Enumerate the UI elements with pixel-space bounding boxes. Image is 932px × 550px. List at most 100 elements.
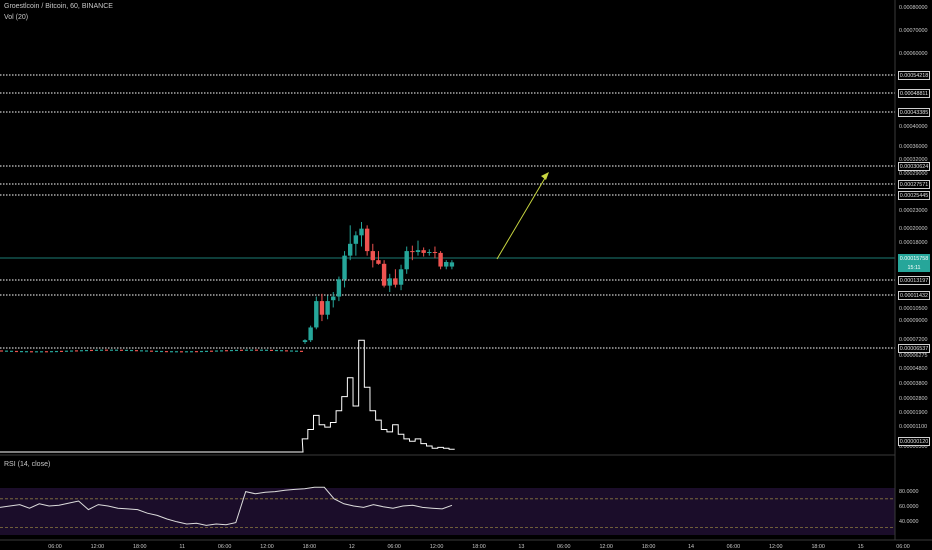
candle-body <box>331 296 336 301</box>
trend-arrow-line[interactable] <box>496 172 549 260</box>
time-tick-label: 11 <box>179 544 185 550</box>
candlesticks <box>302 222 455 344</box>
price-tick-label: 0.00036000 <box>899 144 927 150</box>
rsi-series <box>0 486 453 526</box>
price-level-tag: 0.00030624 <box>898 161 930 171</box>
rsi-tick-label: 80.0000 <box>899 489 919 495</box>
candle-body <box>348 243 353 256</box>
candle-body <box>381 263 387 286</box>
time-tick-label: 12:00 <box>91 544 105 550</box>
horizontal-levels <box>0 74 895 349</box>
candle-body <box>432 252 438 253</box>
candle-body <box>353 235 359 244</box>
price-tick-label: 0.00009000 <box>899 318 927 324</box>
time-tick-label: 18:00 <box>133 544 147 550</box>
time-tick-label: 18:00 <box>642 544 656 550</box>
time-tick-label: 06:00 <box>727 544 741 550</box>
rsi-tick-label: 40.0000 <box>899 519 919 525</box>
arrow-head-icon <box>541 172 549 180</box>
pre-pump-price-line <box>0 349 303 353</box>
price-tick-label: 0.00001100 <box>899 424 927 430</box>
candle-body <box>325 301 330 315</box>
price-axis[interactable]: 0.00080000 0.00070000 0.00060000 0.00040000… <box>899 5 927 450</box>
chart-title: Groestlcoin / Bitcoin, 60, BINANCE <box>4 3 113 10</box>
volume-value-tag: 0.00000120 <box>898 437 930 446</box>
candle-body <box>438 252 443 267</box>
price-level-tag: 0.00027571 <box>898 179 930 189</box>
candle-body <box>364 228 370 252</box>
time-tick-label: 06:00 <box>896 544 910 550</box>
candle-body <box>415 250 421 252</box>
time-tick-label: 15 <box>858 544 864 550</box>
candle-body <box>359 228 364 236</box>
price-level-tag: 0.00025445 <box>898 190 930 200</box>
candle-body <box>427 252 432 253</box>
time-tick-label: 18:00 <box>303 544 317 550</box>
time-tick-label: 18:00 <box>811 544 825 550</box>
rsi-background-band <box>0 488 895 535</box>
time-tick-label: 12 <box>349 544 355 550</box>
price-tick-label: 0.00020000 <box>899 226 927 232</box>
price-tick-label: 0.00010500 <box>899 306 927 312</box>
current-price-tag: 0.00015758 <box>898 254 930 263</box>
time-tick-label: 12:00 <box>599 544 613 550</box>
price-tick-label: 0.00029000 <box>899 171 927 177</box>
candle-body <box>319 301 325 315</box>
rsi-indicator-label[interactable]: RSI (14, close) <box>4 461 51 468</box>
time-tick-label: 06:00 <box>557 544 571 550</box>
price-tick-label: 0.00018000 <box>899 240 927 246</box>
rsi-axis[interactable]: 80.0000 60.0000 40.0000 <box>899 489 919 525</box>
rsi-line <box>0 486 895 528</box>
volume-line <box>0 339 455 453</box>
volume-indicator-label[interactable]: Vol (20) <box>4 14 29 21</box>
candle-body <box>398 269 404 285</box>
candle-body <box>336 279 342 297</box>
countdown-tag: 15:11 <box>898 263 930 272</box>
price-level-tag: 0.00006537 <box>898 343 930 353</box>
time-tick-label: 12:00 <box>260 544 274 550</box>
price-level-tag: 0.00043385 <box>898 107 930 117</box>
price-tick-label: 0.00080000 <box>899 5 927 11</box>
time-tick-label: 12:00 <box>430 544 444 550</box>
price-level-tag: 0.00011432 <box>898 290 930 300</box>
time-tick-label: 06:00 <box>48 544 62 550</box>
price-tick-label: 0.00006275 <box>899 353 927 359</box>
candle-body <box>387 278 392 286</box>
price-tick-label: 0.00004800 <box>899 366 927 372</box>
candle-body <box>410 251 415 253</box>
price-tick-label: 0.00003800 <box>899 381 927 387</box>
price-tick-label: 0.00070000 <box>899 28 927 34</box>
price-tick-label: 0.00040000 <box>899 124 927 130</box>
price-tick-label: 0.00001900 <box>899 410 927 416</box>
candle-body <box>444 262 449 267</box>
candle-body <box>421 250 426 253</box>
price-level-tag: 0.00048811 <box>898 88 930 98</box>
price-level-tag: 0.00054218 <box>898 70 930 80</box>
candle-body <box>404 251 409 270</box>
price-tick-label: 0.00002800 <box>899 396 927 402</box>
time-tick-label: 18:00 <box>472 544 486 550</box>
candle-body <box>308 327 313 341</box>
time-axis[interactable]: 06:00 12:00 18:00 11 06:00 12:00 18:00 12 06:00 1… <box>48 544 910 550</box>
time-tick-label: 12:00 <box>769 544 783 550</box>
price-tick-label: 0.00007200 <box>899 337 927 343</box>
volume-series <box>0 339 455 453</box>
candle-body <box>393 278 398 285</box>
candle-body <box>342 255 347 280</box>
time-tick-label: 06:00 <box>218 544 232 550</box>
price-tick-label: 0.00060000 <box>899 51 927 57</box>
time-tick-label: 13 <box>518 544 524 550</box>
price-level-tag: 0.00013197 <box>898 275 930 285</box>
candle-body <box>449 262 455 267</box>
price-tick-label: 0.00032000 <box>899 157 927 163</box>
time-tick-label: 06:00 <box>387 544 401 550</box>
rsi-tick-label: 60.0000 <box>899 504 919 510</box>
candle-body <box>370 251 375 261</box>
candle-body <box>314 301 319 328</box>
candle-body <box>376 260 381 264</box>
candle-body <box>302 340 308 342</box>
price-tick-label: 0.00000300 <box>899 444 927 450</box>
time-tick-label: 14 <box>688 544 694 550</box>
price-tick-label: 0.00023000 <box>899 208 927 214</box>
